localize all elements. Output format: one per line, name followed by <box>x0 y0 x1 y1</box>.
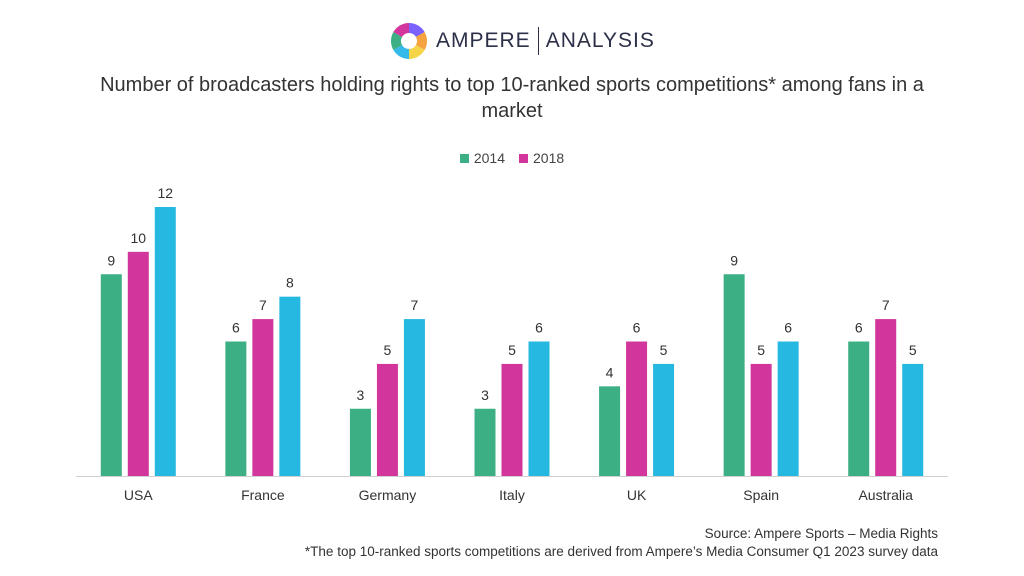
logo-segment <box>393 23 409 37</box>
legend-swatch-2014 <box>459 153 469 163</box>
bar-uk-0 <box>599 386 621 476</box>
bar-france-2 <box>279 296 301 476</box>
bar-spain-1 <box>750 363 772 476</box>
bar-uk-2 <box>653 363 675 476</box>
logo-brand-text: AMPERE <box>436 29 531 52</box>
data-label: 10 <box>130 230 146 246</box>
ampere-logo: AMPERE ANALYSIS <box>390 22 655 60</box>
bar-germany-1 <box>376 363 398 476</box>
bar-italy-1 <box>501 363 523 476</box>
legend-swatch-2018 <box>519 153 528 163</box>
logo-divider <box>537 27 539 55</box>
bar-germany-2 <box>403 319 425 476</box>
bar-italy-0 <box>474 408 496 476</box>
data-label: 3 <box>481 387 489 403</box>
bar-usa-0 <box>100 274 122 476</box>
category-label: Italy <box>499 487 525 503</box>
category-label: France <box>241 487 285 503</box>
logo-segment <box>409 23 425 37</box>
legend-label-2014: 2014 <box>473 150 505 166</box>
ampere-logo-icon <box>391 23 427 59</box>
footnote: *The top 10-ranked sports competitions a… <box>304 544 938 559</box>
logo-segment <box>409 45 425 59</box>
category-label: Spain <box>743 487 779 503</box>
data-label: 5 <box>909 342 917 358</box>
data-label: 3 <box>357 387 365 403</box>
bar-germany-0 <box>349 408 371 476</box>
data-label: 5 <box>660 342 668 358</box>
data-label: 9 <box>107 252 115 268</box>
data-label: 6 <box>232 320 240 336</box>
bar-uk-1 <box>626 341 648 476</box>
bar-france-0 <box>225 341 247 476</box>
data-label: 12 <box>157 185 173 201</box>
chart-legend: 2014 2018 <box>0 150 1024 166</box>
chart-title: Number of broadcasters holding rights to… <box>100 74 924 122</box>
category-label: USA <box>124 487 153 503</box>
logo-segment <box>393 45 409 59</box>
category-label: Australia <box>858 487 913 503</box>
data-label: 5 <box>384 342 392 358</box>
logo-sub-text: ANALYSIS <box>545 29 655 52</box>
bar-australia-1 <box>875 319 897 476</box>
data-label: 5 <box>508 342 516 358</box>
bar-usa-2 <box>154 207 176 476</box>
bar-usa-1 <box>127 251 149 476</box>
category-label: Germany <box>359 487 417 503</box>
category-label: UK <box>627 487 647 503</box>
data-label: 4 <box>606 364 614 380</box>
data-label: 6 <box>633 320 641 336</box>
bar-spain-2 <box>777 341 799 476</box>
legend-item-2014: 2014 <box>459 150 505 166</box>
logo-segment <box>391 32 403 50</box>
legend-item-2018: 2018 <box>519 150 564 166</box>
data-label: 7 <box>411 297 419 313</box>
legend-label-2018: 2018 <box>533 150 565 166</box>
bar-spain-0 <box>723 274 745 476</box>
data-label: 8 <box>286 275 294 291</box>
bar-australia-0 <box>848 341 870 476</box>
data-label: 6 <box>855 320 863 336</box>
chart-footer: Source: Ampere Sports – Media Rights *Th… <box>305 525 938 561</box>
data-label: 6 <box>784 320 792 336</box>
data-label: 7 <box>882 297 890 313</box>
data-label: 5 <box>757 342 765 358</box>
bar-france-1 <box>252 319 274 476</box>
logo-segment <box>415 32 427 50</box>
data-label: 6 <box>535 320 543 336</box>
bar-australia-2 <box>902 363 924 476</box>
data-label: 9 <box>730 252 738 268</box>
source-note: Source: Ampere Sports – Media Rights <box>704 526 938 541</box>
bar-italy-2 <box>528 341 550 476</box>
data-label: 7 <box>259 297 267 313</box>
